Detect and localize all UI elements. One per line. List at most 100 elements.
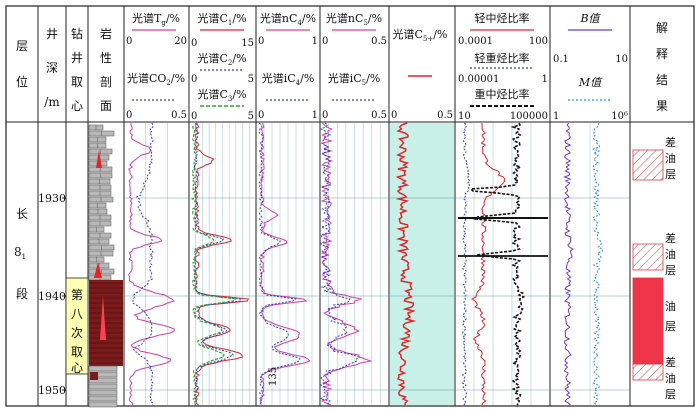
layer-char-duan: 段 — [16, 286, 28, 301]
lithology-bed — [88, 365, 118, 372]
nc4-range-min: 0 — [258, 36, 264, 47]
oil-show-mark — [94, 262, 102, 278]
header-ic5-label: 光谱iC5/% — [328, 71, 381, 87]
header-tg-co2: 光谱Tg/% 0 20 光谱CO2/% 0 0.5 — [126, 11, 187, 121]
heavy-mid-range-min: 10 — [458, 111, 471, 122]
header-m-label: M值 — [578, 76, 603, 89]
ic4-curve — [258, 122, 301, 406]
co2-curve — [132, 122, 154, 406]
coring-char-2: 八 — [71, 307, 83, 321]
interp-label-char: 层 — [665, 168, 676, 181]
header-c3-label: 光谱C3/% — [197, 87, 246, 103]
interp-label-char: 层 — [665, 320, 676, 333]
tg-range-min: 0 — [126, 36, 132, 47]
coring-interval — [65, 277, 89, 375]
interp-label-char: 油 — [665, 247, 676, 261]
header-co2-label: 光谱CO2/% — [127, 71, 185, 87]
light-mid-ratio-curve — [471, 122, 506, 406]
oil-layer-block — [632, 277, 664, 365]
nc4-range-max: 1 — [312, 36, 318, 47]
header-light-mid-label: 轻中烃比率 — [475, 11, 530, 25]
header-tg-label: 光谱Tg/% — [132, 11, 180, 27]
c1-range-min: 0 — [191, 38, 197, 49]
nc5-range-min: 0 — [322, 36, 328, 47]
lithology-bed — [88, 401, 118, 408]
heavy-mid-ratio-curve — [469, 122, 526, 406]
chart-border — [5, 5, 695, 407]
tg-range-max: 20 — [174, 36, 187, 47]
light-heavy-range-min: 0.00001 — [458, 74, 499, 85]
header-c5: 光谱nC5/% 0 0.5 光谱iC5/% 0 0.5 — [322, 11, 387, 121]
b-range-min: 0.1 — [553, 54, 569, 65]
layer-name: 长 81 段 — [14, 207, 28, 301]
header-coring-char-4: 心 — [71, 99, 83, 113]
coring-char-3: 次 — [71, 326, 83, 340]
header-lith-char-4: 面 — [100, 99, 112, 113]
header-c5p: 光谱C5+/% 0 0.5 — [391, 27, 453, 121]
column-separators — [37, 6, 631, 406]
coring-char-5: 心 — [71, 361, 83, 375]
header-c4: 光谱nC4/% 0 1 光谱iC4/% 0 1 — [258, 11, 318, 121]
nc4-curve — [259, 122, 311, 406]
interp-label-char: 层 — [665, 388, 676, 401]
header-c2-label: 光谱C2/% — [197, 51, 246, 67]
log-curves — [128, 122, 603, 406]
header-layer-char-2: 位 — [16, 74, 28, 89]
header-lithology: 岩 性 剖 面 — [100, 26, 112, 113]
header-nc5-label: 光谱nC5/% — [326, 11, 382, 27]
nc5-range-max: 0.5 — [371, 36, 387, 47]
b-value-curve — [563, 122, 574, 406]
c5p-track-fill — [390, 123, 454, 405]
header-interp-char-2: 释 — [656, 47, 668, 61]
header-ic4-label: 光谱iC4/% — [262, 71, 315, 87]
lithology-bed — [88, 389, 118, 396]
header-bm: B值 0.1 10 M值 1 10⁶ — [553, 12, 628, 122]
c2-curve — [193, 122, 242, 406]
ic5-curve — [319, 122, 361, 406]
m-value-curve — [591, 122, 603, 406]
c3-range-max: 5 — [248, 111, 254, 122]
oil-show-mark — [96, 150, 102, 168]
header-interp-char-1: 解 — [656, 21, 668, 35]
nc5-curve — [320, 122, 373, 406]
lithology-thin-bed — [90, 372, 98, 380]
light-mid-range-max: 100 — [529, 36, 548, 47]
interp-label-char: 层 — [665, 264, 676, 277]
header-b-label: B值 — [579, 12, 601, 25]
c5p-range-min: 0 — [391, 110, 397, 121]
c1-range-max: 15 — [241, 38, 254, 49]
c1-curve — [194, 122, 250, 406]
coring-box: 第 八 次 取 心 — [65, 277, 89, 375]
layer-char-chang: 长 — [16, 207, 28, 221]
coring-char-1: 第 — [71, 288, 83, 302]
depth-ticks: 1930 1940 1950 — [38, 192, 66, 397]
header-heavy-mid-label: 重中烃比率 — [475, 87, 530, 101]
header-depth-char-2: 深 — [46, 61, 58, 75]
light-heavy-range-max: 1 — [542, 74, 548, 85]
ic4-range-min: 0 — [258, 110, 264, 121]
header-depth: 井 深 /m — [44, 27, 60, 109]
header-coring-char-1: 钻 — [71, 26, 83, 41]
ic5-range-min: 0 — [322, 110, 328, 121]
interp-label-char: 差 — [665, 355, 676, 369]
c2-range-min: 0 — [191, 74, 197, 85]
interp-label-char: 油 — [665, 151, 676, 165]
interp-label-char: 差 — [665, 231, 676, 245]
c5p-curve — [395, 122, 417, 406]
light-mid-range-min: 0.0001 — [458, 36, 493, 47]
lithology-bed — [88, 395, 118, 402]
depth-1940: 1940 — [38, 290, 66, 303]
header-c1-label: 光谱C1/% — [197, 11, 246, 27]
header-coring: 钻 井 取 心 — [71, 26, 83, 113]
header-interp-char-4: 果 — [656, 99, 668, 113]
header-layer: 层 位 — [16, 39, 28, 89]
oil-show-mark — [100, 296, 106, 340]
interp-label-char: 油 — [665, 371, 676, 385]
heavy-mid-range-max: 100000 — [510, 111, 548, 122]
header-interp: 解 释 结 果 — [656, 21, 668, 113]
depth-1930: 1930 — [38, 192, 66, 205]
ic5-range-max: 0.5 — [371, 110, 387, 121]
c3-range-min: 0 — [191, 111, 197, 122]
poor-oil-layer-block — [632, 243, 664, 271]
